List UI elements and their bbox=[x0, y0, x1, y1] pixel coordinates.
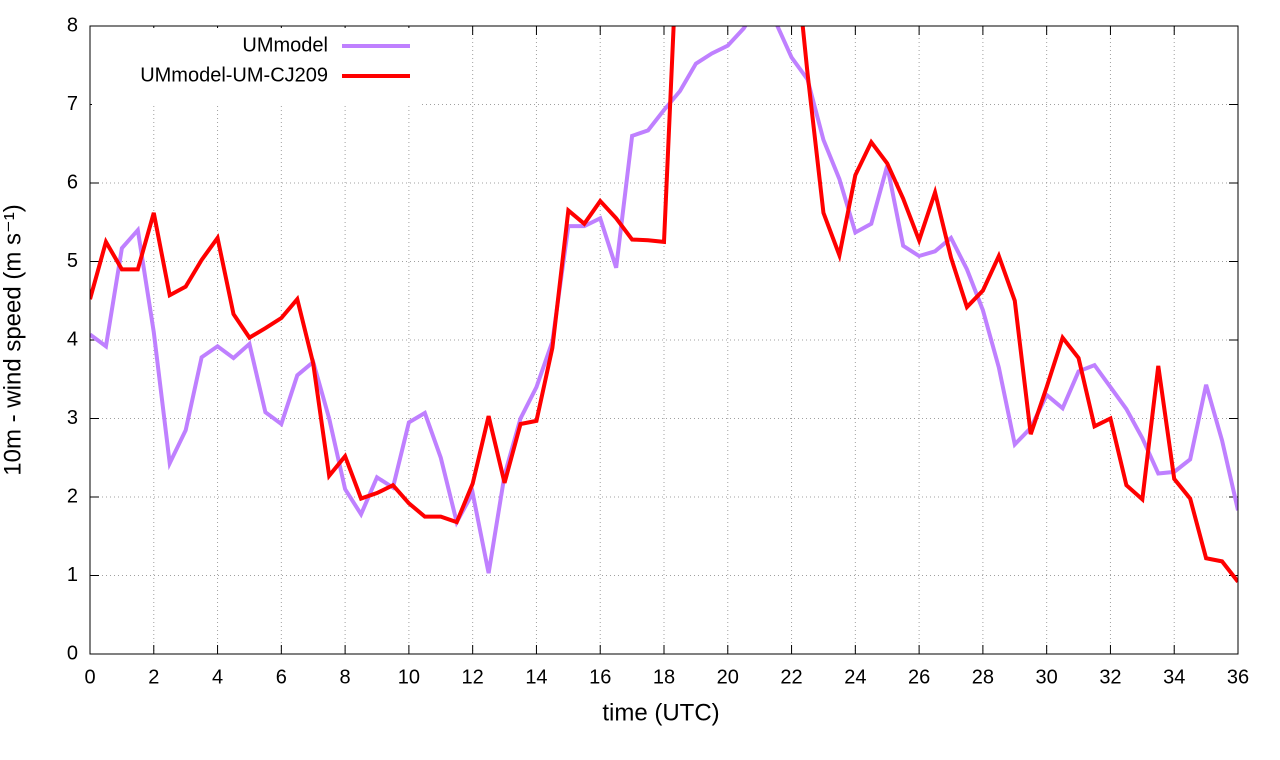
legend-label: UMmodel bbox=[242, 34, 328, 56]
x-tick-label: 22 bbox=[780, 666, 802, 688]
x-tick-label: 32 bbox=[1099, 666, 1121, 688]
x-tick-label: 30 bbox=[1036, 666, 1058, 688]
x-tick-label: 2 bbox=[148, 666, 159, 688]
plot-border bbox=[89, 25, 1239, 655]
y-tick-label: 2 bbox=[67, 485, 78, 507]
legend-box bbox=[92, 28, 420, 106]
x-tick-label: 10 bbox=[398, 666, 420, 688]
y-tick-label: 4 bbox=[67, 328, 78, 350]
x-tick-label: 0 bbox=[84, 666, 95, 688]
x-tick-label: 36 bbox=[1227, 666, 1249, 688]
y-tick-label: 5 bbox=[67, 250, 78, 272]
y-axis-label: 10m - wind speed (m s⁻¹) bbox=[0, 204, 26, 475]
x-tick-label: 12 bbox=[462, 666, 484, 688]
legend-label: UMmodel-UM-CJ209 bbox=[140, 64, 328, 86]
y-tick-label: 3 bbox=[67, 407, 78, 429]
x-tick-label: 20 bbox=[717, 666, 739, 688]
x-tick-label: 24 bbox=[844, 666, 866, 688]
x-tick-label: 8 bbox=[340, 666, 351, 688]
x-tick-label: 4 bbox=[212, 666, 223, 688]
series-line bbox=[90, 26, 1238, 574]
y-tick-label: 8 bbox=[67, 14, 78, 36]
x-tick-label: 16 bbox=[589, 666, 611, 688]
x-tick-label: 18 bbox=[653, 666, 675, 688]
series-line bbox=[90, 26, 1238, 584]
x-tick-label: 28 bbox=[972, 666, 994, 688]
y-tick-label: 7 bbox=[67, 93, 78, 115]
x-tick-label: 26 bbox=[908, 666, 930, 688]
x-tick-label: 6 bbox=[276, 666, 287, 688]
x-tick-label: 34 bbox=[1163, 666, 1185, 688]
y-tick-label: 6 bbox=[67, 171, 78, 193]
y-tick-label: 1 bbox=[67, 564, 78, 586]
x-tick-label: 14 bbox=[525, 666, 547, 688]
x-axis-label: time (UTC) bbox=[602, 699, 719, 726]
y-tick-label: 0 bbox=[67, 642, 78, 664]
